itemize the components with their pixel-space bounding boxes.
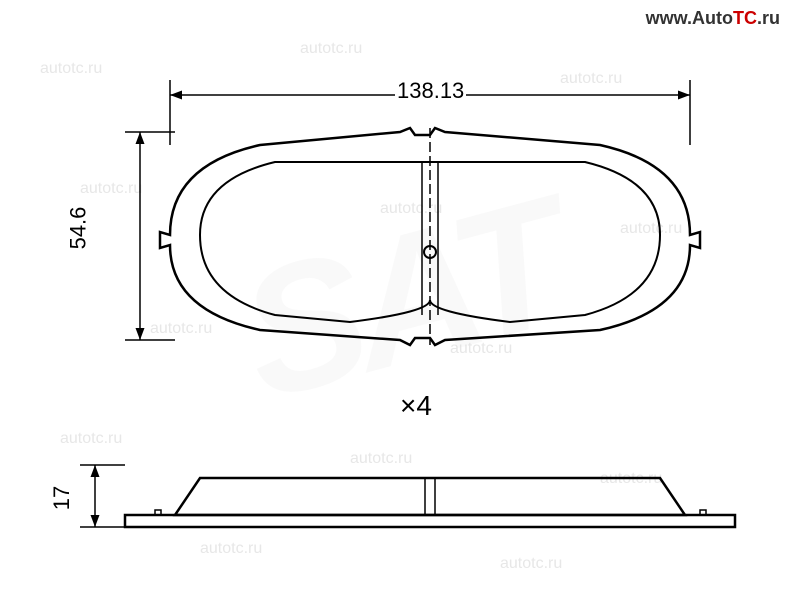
side-tab bbox=[700, 510, 706, 515]
side-backing bbox=[125, 515, 735, 527]
side-tab bbox=[155, 510, 161, 515]
dim-height-value: 54.6 bbox=[65, 205, 91, 252]
dim-width-value: 138.13 bbox=[395, 78, 466, 104]
side-friction bbox=[175, 478, 685, 515]
dim-thickness-value: 17 bbox=[49, 484, 75, 512]
quantity-label: ×4 bbox=[400, 390, 432, 422]
